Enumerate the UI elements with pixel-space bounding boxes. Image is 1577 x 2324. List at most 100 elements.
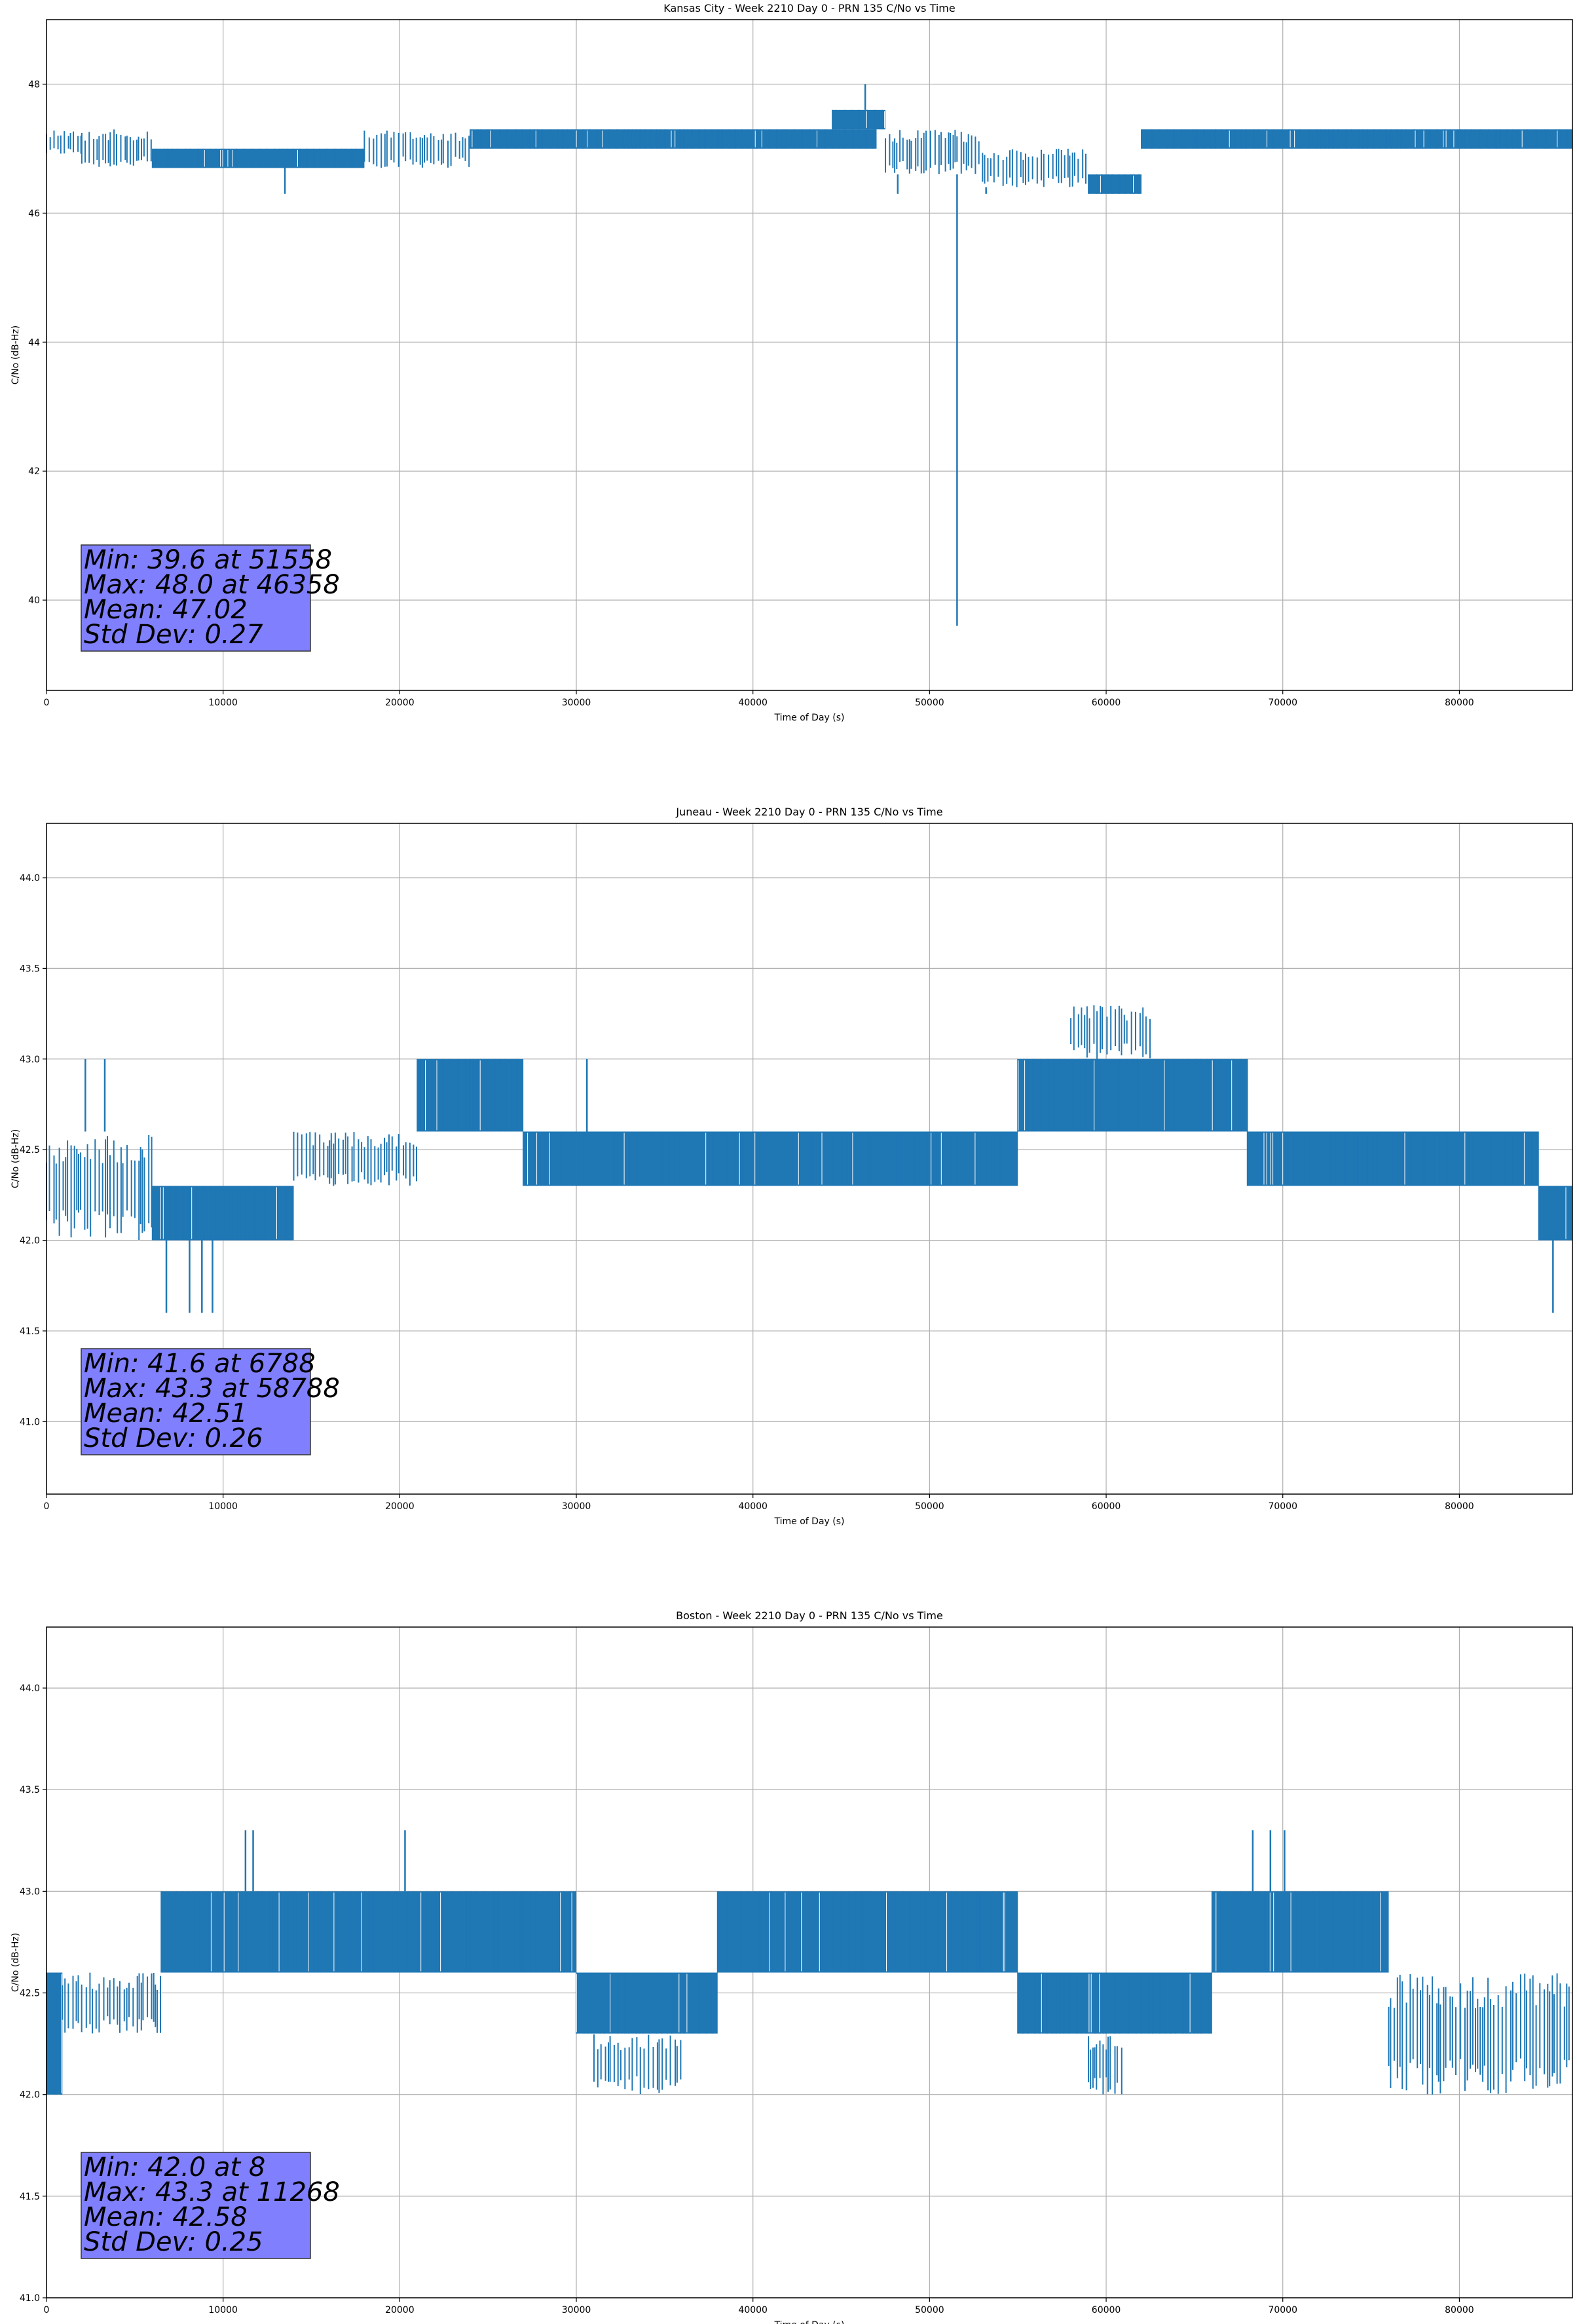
y-tick-label: 43.0 [20, 1055, 40, 1065]
x-tick-label: 80000 [1445, 1501, 1474, 1512]
y-tick-label: 41.0 [20, 2293, 40, 2304]
data-series [46, 84, 1572, 626]
y-tick-label: 48 [28, 79, 40, 90]
data-segment [417, 1059, 524, 1132]
data-segment [1211, 1891, 1389, 1973]
x-tick-label: 30000 [562, 2305, 591, 2315]
chart-1: Kansas City - Week 2210 Day 0 - PRN 135 … [10, 2, 1573, 723]
y-tick-label: 43.5 [20, 1785, 40, 1795]
x-tick-label: 70000 [1268, 1501, 1297, 1512]
data-band [717, 1891, 1018, 1973]
x-tick-label: 20000 [385, 698, 415, 708]
axes-frame [46, 1626, 1573, 2298]
x-tick-label: 10000 [208, 2305, 238, 2315]
data-segment [1017, 1972, 1212, 2034]
chart-title: Kansas City - Week 2210 Day 0 - PRN 135 … [663, 2, 955, 14]
y-tick-label: 42 [28, 466, 40, 477]
y-tick-label: 42.5 [20, 1989, 40, 1999]
data-segment [363, 130, 470, 168]
data-segment [62, 1972, 161, 2034]
data-segment [160, 1891, 577, 1973]
y-tick-label: 44 [28, 337, 40, 348]
x-tick-label: 0 [44, 2305, 50, 2315]
chart-title: Juneau - Week 2210 Day 0 - PRN 135 C/No … [675, 806, 942, 818]
data-segment [1388, 1973, 1570, 2095]
y-tick-label: 44.0 [20, 1683, 40, 1694]
stats-line: Max: 43.3 at 58788 [84, 1374, 340, 1404]
data-segment [1017, 1059, 1248, 1132]
stats-line: Min: 42.0 at 8 [84, 2152, 265, 2183]
stats-line: Mean: 42.58 [84, 2202, 248, 2232]
y-ticks: 41.0 41.5 42.0 42.5 43.0 43.5 44.0 [20, 873, 46, 1427]
data-band [1018, 1059, 1248, 1132]
x-tick-label: 40000 [738, 2305, 768, 2315]
y-tick-label: 41.5 [20, 1326, 40, 1337]
y-tick-label: 42.0 [20, 2090, 40, 2101]
x-tick-label: 0 [44, 698, 50, 708]
data-band [470, 129, 877, 149]
data-segment [523, 1131, 1018, 1186]
x-tick-label: 50000 [915, 698, 944, 708]
data-segment [293, 1131, 417, 1186]
axes-frame [46, 19, 1573, 691]
data-band [576, 1972, 718, 2034]
x-tick-label: 80000 [1445, 698, 1474, 708]
data-band [46, 1972, 63, 2095]
x-axis-label: Time of Day (s) [774, 1516, 845, 1527]
data-segment [81, 129, 152, 167]
x-tick-label: 40000 [738, 698, 768, 708]
data-band [152, 148, 365, 168]
y-tick-label: 43.5 [20, 964, 40, 974]
data-segment [1141, 129, 1572, 149]
stats-line: Min: 39.6 at 51558 [84, 545, 332, 575]
x-axis-label: Time of Day (s) [774, 713, 845, 723]
x-ticks: 0 10000 20000 30000 40000 50000 60000 70000 8000… [44, 1494, 1474, 1512]
data-segment [593, 2034, 682, 2094]
y-tick-label: 41.5 [20, 2192, 40, 2202]
y-axis-label: C/No (dB-Hz) [10, 1129, 21, 1188]
y-tick-label: 42.0 [20, 1236, 40, 1246]
x-tick-label: 0 [44, 1501, 50, 1512]
y-tick-label: 44.0 [20, 873, 40, 884]
x-tick-label: 10000 [208, 1501, 238, 1512]
data-segment [470, 129, 877, 149]
data-segment [1088, 2036, 1122, 2095]
chart-title: Boston - Week 2210 Day 0 - PRN 135 C/No … [676, 1609, 943, 1622]
axes-frame [46, 823, 1573, 1495]
x-tick-label: 80000 [1445, 2305, 1474, 2315]
data-segment [151, 1186, 294, 1241]
x-tick-label: 10000 [208, 698, 238, 708]
x-tick-label: 50000 [915, 2305, 944, 2315]
data-segment [46, 1972, 63, 2095]
stats-line: Mean: 47.02 [84, 595, 248, 625]
stats-line: Min: 41.6 at 6788 [84, 1349, 316, 1379]
chart-2: Juneau - Week 2210 Day 0 - PRN 135 C/No … [10, 806, 1573, 1527]
y-tick-label: 40 [28, 595, 40, 606]
x-tick-label: 60000 [1092, 1501, 1121, 1512]
y-axis-label: C/No (dB-Hz) [10, 326, 21, 384]
data-segment [1538, 1186, 1573, 1241]
y-tick-label: 43.0 [20, 1886, 40, 1897]
x-tick-label: 70000 [1268, 698, 1297, 708]
x-ticks: 0 10000 20000 30000 40000 50000 60000 70000 8000… [44, 2298, 1474, 2315]
stats-line: Std Dev: 0.25 [84, 2227, 263, 2257]
y-axis-label: C/No (dB-Hz) [10, 1933, 21, 1992]
data-segment [1088, 174, 1141, 194]
stats-line: Std Dev: 0.27 [84, 620, 263, 650]
stats-line: Max: 43.3 at 11268 [84, 2177, 340, 2207]
data-band [152, 1186, 294, 1241]
data-segment [46, 1135, 153, 1240]
x-tick-label: 40000 [738, 1501, 768, 1512]
x-tick-label: 30000 [562, 1501, 591, 1512]
stats-line: Mean: 42.51 [84, 1398, 248, 1429]
stats-box-background [81, 2152, 311, 2259]
x-tick-label: 60000 [1092, 2305, 1121, 2315]
x-tick-label: 70000 [1268, 2305, 1297, 2315]
stats-box-background [81, 1348, 311, 1455]
x-axis-label: Time of Day (s) [774, 2320, 845, 2324]
stats-box-background [81, 544, 311, 652]
